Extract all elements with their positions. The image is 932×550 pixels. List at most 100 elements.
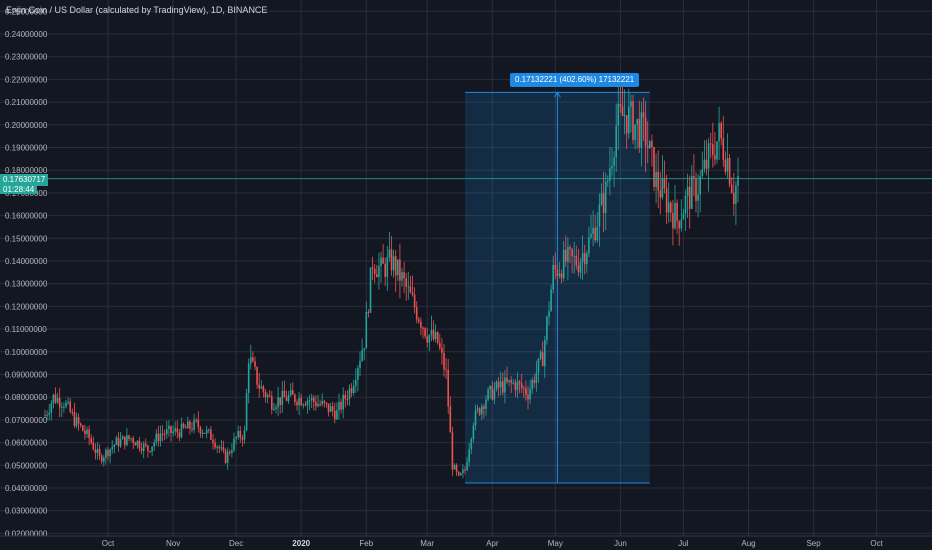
candle-body <box>504 377 506 393</box>
candle-body <box>428 335 431 343</box>
candle-body <box>434 332 437 340</box>
candle-body <box>716 141 718 160</box>
candle-body <box>237 431 239 437</box>
candle-body <box>348 388 351 400</box>
candle-body <box>289 390 292 396</box>
candle-body <box>281 390 284 405</box>
candle-body <box>63 406 65 408</box>
y-tick-label: 0.13000000 <box>5 280 48 289</box>
candle-body <box>621 106 624 116</box>
candle-body <box>640 112 643 148</box>
candle-body <box>224 450 227 463</box>
candle-body <box>75 417 78 426</box>
candle-body <box>420 321 422 328</box>
candle-body <box>317 403 319 407</box>
x-tick-label: May <box>548 539 563 548</box>
y-tick-label: 0.04000000 <box>5 484 48 493</box>
candle-body <box>273 409 275 411</box>
x-tick-label: Apr <box>486 539 499 548</box>
candle-body <box>174 428 176 432</box>
candle-body <box>508 380 510 382</box>
candle-body <box>518 381 521 384</box>
candle-body <box>493 389 496 400</box>
candle-body <box>520 383 523 389</box>
candle-body <box>260 386 263 389</box>
candle-body <box>67 401 69 403</box>
candle-body <box>724 159 727 172</box>
candle-body <box>319 403 321 405</box>
candle-body <box>205 429 208 434</box>
candle-body <box>147 445 149 452</box>
candle-body <box>369 267 372 313</box>
candle-body <box>170 426 172 434</box>
candle-body <box>367 312 370 314</box>
candle-body <box>667 202 670 213</box>
candle-body <box>187 421 189 429</box>
y-tick-label: 0.11000000 <box>5 325 47 334</box>
candle-body <box>573 255 575 257</box>
candle-body <box>371 267 374 269</box>
candle-body <box>390 249 393 271</box>
candle-body <box>497 381 500 388</box>
y-tick-label: 0.12000000 <box>5 302 48 311</box>
candle-body <box>451 432 454 470</box>
candle-body <box>617 104 620 126</box>
candle-body <box>157 433 160 442</box>
candle-body <box>525 388 527 395</box>
candle-body <box>308 400 311 402</box>
candle-body <box>533 380 536 384</box>
candle-body <box>590 233 592 238</box>
candle-body <box>117 437 120 447</box>
y-tick-label: 0.18000000 <box>5 166 48 175</box>
candle-body <box>365 312 368 349</box>
candle-body <box>344 394 347 399</box>
candle-body <box>214 442 216 448</box>
candle-body <box>638 119 641 148</box>
candle-body <box>46 414 48 416</box>
candle-body <box>649 140 651 149</box>
candle-body <box>107 449 109 457</box>
candle-body <box>483 406 485 409</box>
candle-body <box>512 382 515 384</box>
x-tick-label: Jul <box>678 539 688 548</box>
candle-body <box>376 274 378 278</box>
candle-body <box>714 154 716 160</box>
candle-body <box>569 247 571 250</box>
candle-body <box>409 286 412 293</box>
candle-body <box>361 350 363 361</box>
candle-body <box>359 360 361 369</box>
candle-body <box>418 319 420 322</box>
candle-body <box>432 329 435 340</box>
candle-body <box>642 112 645 118</box>
candle-body <box>531 380 533 390</box>
candle-body <box>277 397 279 408</box>
candle-body <box>109 449 111 457</box>
candle-body <box>510 380 512 383</box>
candle-body <box>235 436 237 439</box>
candle-body <box>239 431 242 438</box>
candle-body <box>670 202 672 213</box>
candle-body <box>124 436 126 446</box>
candle-body <box>625 115 628 134</box>
y-tick-label: 0.25000000 <box>5 7 48 16</box>
candle-body <box>634 124 636 141</box>
candle-body <box>113 444 116 448</box>
candle-body <box>98 449 101 456</box>
candle-body <box>596 226 599 241</box>
candle-body <box>92 442 95 450</box>
y-tick-label: 0.03000000 <box>5 507 48 516</box>
candle-body <box>541 352 544 367</box>
candle-body <box>54 394 57 403</box>
candle-body <box>86 429 88 435</box>
candle-body <box>392 256 395 271</box>
candle-body <box>401 272 403 281</box>
candle-body <box>680 219 683 229</box>
candle-body <box>79 423 82 426</box>
candle-body <box>90 438 92 443</box>
candle-body <box>96 449 99 453</box>
candle-body <box>325 402 328 404</box>
candle-body <box>172 431 174 434</box>
candle-body <box>176 428 179 433</box>
x-tick-label: Dec <box>229 539 243 548</box>
